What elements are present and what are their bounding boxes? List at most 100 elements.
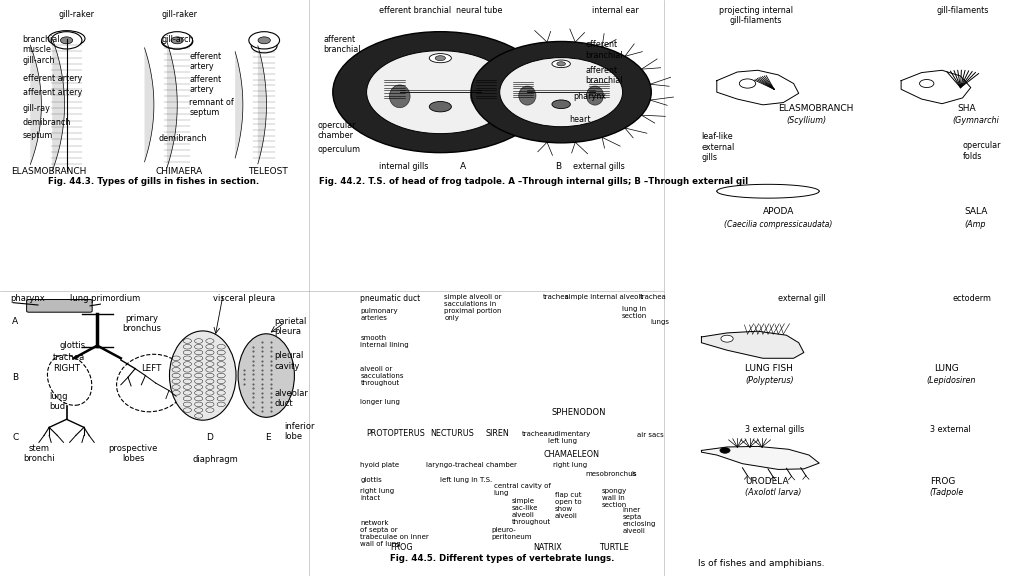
Text: efferent
artery: efferent artery — [189, 52, 221, 71]
Ellipse shape — [552, 60, 570, 67]
Text: pulmonary
arteries: pulmonary arteries — [360, 308, 398, 321]
Polygon shape — [31, 46, 41, 165]
Text: gill-filaments: gill-filaments — [936, 6, 989, 15]
Ellipse shape — [552, 100, 570, 109]
Text: lung in
section: lung in section — [622, 306, 647, 320]
Text: Fig. 44.5. Different types of vertebrate lungs.: Fig. 44.5. Different types of vertebrate… — [389, 554, 614, 563]
Ellipse shape — [429, 101, 452, 112]
Text: flap cut
open to
show
alveoli: flap cut open to show alveoli — [555, 492, 582, 520]
Text: PROTOPTERUS: PROTOPTERUS — [367, 429, 425, 438]
Text: CHAMAELEON: CHAMAELEON — [544, 450, 599, 460]
Text: air sacs: air sacs — [637, 432, 664, 438]
Ellipse shape — [48, 31, 85, 47]
Text: NECTURUS: NECTURUS — [430, 429, 474, 438]
Text: glottis: glottis — [360, 477, 382, 483]
Text: B: B — [12, 373, 18, 382]
Text: (Scyllium): (Scyllium) — [786, 116, 826, 126]
Circle shape — [51, 32, 82, 49]
Text: pneumatic duct: pneumatic duct — [360, 294, 421, 303]
Circle shape — [60, 37, 73, 44]
Ellipse shape — [519, 86, 536, 105]
Text: (Caecilia compressicaudata): (Caecilia compressicaudata) — [724, 220, 833, 229]
Text: right lung: right lung — [553, 462, 587, 468]
Text: TELEOST: TELEOST — [249, 167, 288, 176]
Text: gill-arch: gill-arch — [23, 56, 55, 65]
Polygon shape — [52, 39, 65, 171]
Text: efferent artery: efferent artery — [23, 74, 82, 83]
Text: network
of septa or
trabeculae on inner
wall of lung: network of septa or trabeculae on inner … — [360, 520, 429, 547]
Text: visceral pleura: visceral pleura — [213, 294, 275, 303]
Ellipse shape — [435, 56, 445, 60]
Text: heart: heart — [569, 115, 591, 124]
Text: trachea: trachea — [53, 353, 85, 362]
Text: Is: Is — [632, 471, 637, 477]
Polygon shape — [236, 52, 243, 158]
Text: prospective
lobes: prospective lobes — [109, 444, 158, 463]
Text: URODELA: URODELA — [745, 477, 790, 486]
Text: alveolar
duct: alveolar duct — [274, 389, 308, 408]
Ellipse shape — [389, 85, 410, 108]
Text: Fig. 44.3. Types of gills in fishes in section.: Fig. 44.3. Types of gills in fishes in s… — [48, 177, 259, 187]
Text: diaphragm: diaphragm — [193, 455, 238, 464]
Circle shape — [171, 37, 183, 44]
Text: pharynx: pharynx — [10, 294, 45, 303]
Text: spongy
wall in
section: spongy wall in section — [602, 488, 628, 509]
Text: LUNG: LUNG — [934, 364, 958, 373]
Text: pleuro-
peritoneum: pleuro- peritoneum — [492, 527, 532, 540]
Text: central cavity of
lung: central cavity of lung — [494, 483, 551, 496]
Text: SHA: SHA — [957, 104, 976, 113]
Text: APODA: APODA — [763, 207, 794, 217]
Ellipse shape — [162, 34, 193, 49]
Text: LEFT: LEFT — [141, 364, 162, 373]
Text: smooth
internal lining: smooth internal lining — [360, 335, 409, 348]
Text: afferent
branchial: afferent branchial — [324, 35, 361, 54]
FancyBboxPatch shape — [27, 300, 92, 312]
Text: FROG: FROG — [390, 543, 413, 552]
Text: SIREN: SIREN — [485, 429, 509, 438]
Text: opercular
chamber: opercular chamber — [317, 121, 356, 141]
Polygon shape — [258, 46, 266, 164]
Text: A: A — [12, 317, 18, 326]
Text: simple
sac-like
alveoli
throughout: simple sac-like alveoli throughout — [512, 498, 551, 525]
Polygon shape — [144, 48, 154, 162]
Ellipse shape — [429, 54, 452, 63]
Text: internal ear: internal ear — [592, 6, 639, 15]
Text: inferior
lobe: inferior lobe — [285, 422, 315, 441]
Ellipse shape — [557, 62, 565, 66]
Text: ELASMOBRANCH: ELASMOBRANCH — [11, 167, 87, 176]
Text: (Tadpole: (Tadpole — [930, 488, 964, 498]
Circle shape — [333, 32, 548, 153]
Text: inner
septa
enclosing
alveoli: inner septa enclosing alveoli — [623, 507, 656, 534]
Text: alveoli or
sacculations
throughout: alveoli or sacculations throughout — [360, 366, 403, 386]
Text: primary
bronchus: primary bronchus — [122, 314, 161, 334]
Circle shape — [500, 58, 623, 127]
Text: RIGHT: RIGHT — [53, 364, 80, 373]
Text: Fig. 44.2. T.S. of head of frog tadpole. A –Through internal gills; B –Through e: Fig. 44.2. T.S. of head of frog tadpole.… — [319, 177, 749, 187]
Text: CHIMAERA: CHIMAERA — [156, 167, 203, 176]
Text: hyoid plate: hyoid plate — [360, 462, 399, 468]
Text: longer lung: longer lung — [360, 399, 400, 404]
Text: (Amp: (Amp — [965, 220, 986, 229]
Polygon shape — [167, 41, 177, 168]
Text: gill-raker: gill-raker — [161, 10, 198, 20]
Text: afferent artery: afferent artery — [23, 88, 82, 97]
Text: stem
bronchi: stem bronchi — [24, 444, 54, 463]
Text: neural tube: neural tube — [456, 6, 503, 15]
Circle shape — [720, 448, 730, 453]
Text: efferent
branchial: efferent branchial — [586, 40, 624, 60]
Text: demibranch: demibranch — [159, 134, 207, 143]
Text: operculum: operculum — [317, 145, 360, 154]
Text: Is of fishes and amphibians.: Is of fishes and amphibians. — [698, 559, 825, 568]
Text: right lung
intact: right lung intact — [360, 488, 394, 502]
Text: rudimentary
left lung: rudimentary left lung — [548, 431, 591, 444]
Text: afferent
branchial: afferent branchial — [586, 66, 624, 85]
Ellipse shape — [587, 86, 603, 105]
Text: lung
bud: lung bud — [49, 392, 68, 411]
Text: trachea: trachea — [522, 431, 549, 437]
Text: trachea: trachea — [543, 294, 569, 300]
Text: E: E — [265, 433, 271, 442]
Text: opercular
folds: opercular folds — [963, 141, 1001, 161]
Text: gill-arch: gill-arch — [162, 35, 195, 44]
Text: D: D — [207, 433, 213, 442]
Text: SALA: SALA — [965, 207, 988, 217]
